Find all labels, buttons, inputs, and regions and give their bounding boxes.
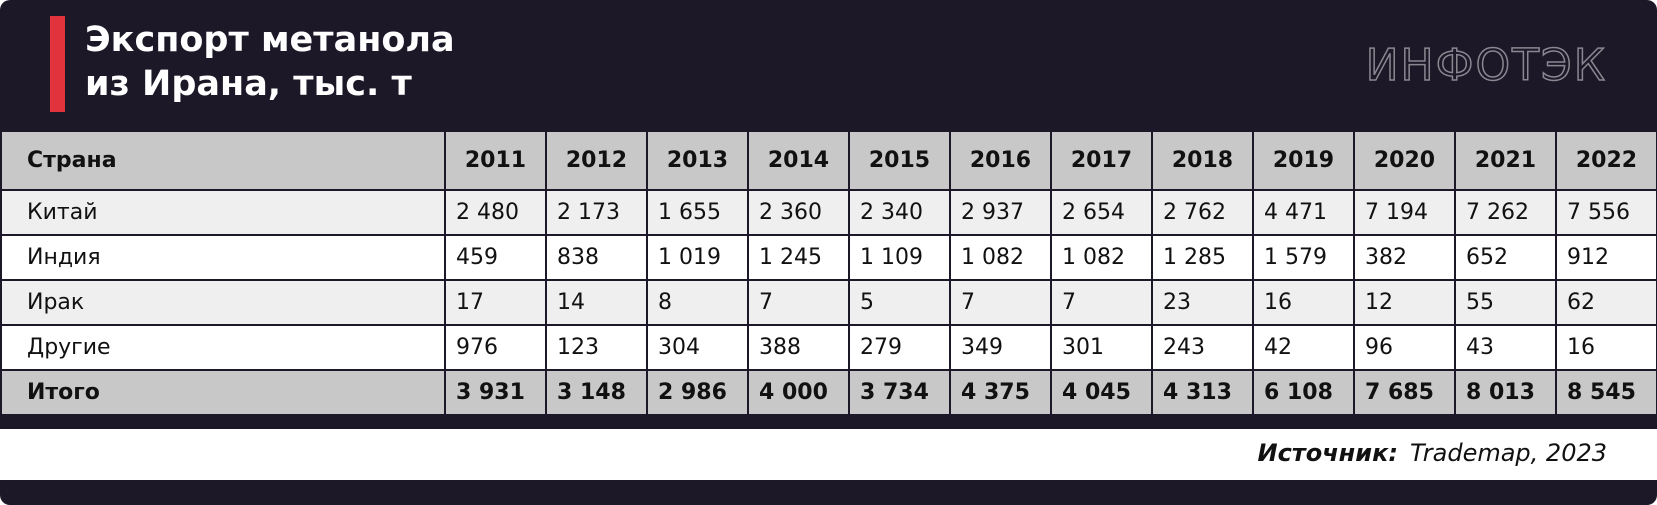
cell: 243 (1151, 324, 1254, 371)
cell: 382 (1353, 234, 1456, 281)
cell: 459 (444, 234, 547, 281)
cell: 23 (1151, 279, 1254, 326)
row-label: Ирак (0, 279, 446, 326)
cell: 652 (1454, 234, 1557, 281)
cell: 1 109 (848, 234, 951, 281)
cell: 301 (1050, 324, 1153, 371)
cell: 4 471 (1252, 189, 1355, 236)
accent-bar (50, 16, 65, 112)
cell: 62 (1555, 279, 1657, 326)
cell: 2 937 (949, 189, 1052, 236)
column-header: 2018 (1151, 130, 1254, 191)
cell: 4 313 (1151, 369, 1254, 416)
cell: 388 (747, 324, 850, 371)
column-header: 2021 (1454, 130, 1557, 191)
cell: 43 (1454, 324, 1557, 371)
cell: 2 360 (747, 189, 850, 236)
cell: 976 (444, 324, 547, 371)
cell: 2 762 (1151, 189, 1254, 236)
cell: 8 545 (1555, 369, 1657, 416)
cell: 16 (1252, 279, 1355, 326)
cell: 1 655 (646, 189, 749, 236)
cell: 8 013 (1454, 369, 1557, 416)
cell: 2 654 (1050, 189, 1153, 236)
cell: 838 (545, 234, 648, 281)
cell: 42 (1252, 324, 1355, 371)
row-label: Итого (0, 369, 446, 416)
cell: 7 (747, 279, 850, 326)
cell: 7 (949, 279, 1052, 326)
title-line: Экспорт метанола (85, 20, 455, 60)
column-header: 2015 (848, 130, 951, 191)
column-header: 2013 (646, 130, 749, 191)
table-row: Другие 976 123 304 388 279 349 301 243 42 96 43 16 (0, 324, 1657, 371)
column-header: 2022 (1555, 130, 1657, 191)
cell: 3 148 (545, 369, 648, 416)
column-header: 2014 (747, 130, 850, 191)
cell: 4 045 (1050, 369, 1153, 416)
cell: 7 556 (1555, 189, 1657, 236)
column-header: 2012 (545, 130, 648, 191)
cell: 1 082 (1050, 234, 1153, 281)
cell: 2 986 (646, 369, 749, 416)
cell: 96 (1353, 324, 1456, 371)
cell: 304 (646, 324, 749, 371)
cell: 1 285 (1151, 234, 1254, 281)
row-label: Китай (0, 189, 446, 236)
cell: 4 000 (747, 369, 850, 416)
source-text: Trademap, 2023 (1409, 439, 1607, 467)
column-header: 2016 (949, 130, 1052, 191)
cell: 3 734 (848, 369, 951, 416)
cell: 14 (545, 279, 648, 326)
cell: 349 (949, 324, 1052, 371)
cell: 279 (848, 324, 951, 371)
column-header: 2020 (1353, 130, 1456, 191)
column-header: Страна (0, 130, 446, 191)
cell: 3 931 (444, 369, 547, 416)
cell: 8 (646, 279, 749, 326)
cell: 6 108 (1252, 369, 1355, 416)
cell: 2 480 (444, 189, 547, 236)
cell: 5 (848, 279, 951, 326)
cell: 7 194 (1353, 189, 1456, 236)
table-row: Ирак 17 14 8 7 5 7 7 23 16 12 55 62 (0, 279, 1657, 326)
source-label: Источник: (1257, 439, 1398, 467)
cell: 12 (1353, 279, 1456, 326)
header-row: Страна 2011 2012 2013 2014 2015 2016 2017 2018 20… (0, 130, 1657, 191)
cell: 7 685 (1353, 369, 1456, 416)
column-header: 2017 (1050, 130, 1153, 191)
cell: 2 173 (545, 189, 648, 236)
cell: 123 (545, 324, 648, 371)
data-table: Страна 2011 2012 2013 2014 2015 2016 2017 2018 20… (0, 130, 1657, 416)
logo: ИНФОТЭК (1365, 39, 1607, 92)
title: Экспорт метанола из Ирана, тыс. т (85, 18, 455, 106)
cell: 7 262 (1454, 189, 1557, 236)
table-row: Индия 459 838 1 019 1 245 1 109 1 082 1 082 1 28… (0, 234, 1657, 281)
cell: 1 019 (646, 234, 749, 281)
column-header: 2019 (1252, 130, 1355, 191)
row-label: Индия (0, 234, 446, 281)
cell: 1 082 (949, 234, 1052, 281)
row-label: Другие (0, 324, 446, 371)
cell: 16 (1555, 324, 1657, 371)
cell: 4 375 (949, 369, 1052, 416)
table-row: Китай 2 480 2 173 1 655 2 360 2 340 2 937 2 654… (0, 189, 1657, 236)
source: Источник: Trademap, 2023 (0, 429, 1657, 480)
cell: 17 (444, 279, 547, 326)
total-row: Итого 3 931 3 148 2 986 4 000 3 734 4 375 4 045… (0, 369, 1657, 416)
cell: 912 (1555, 234, 1657, 281)
title-line: из Ирана, тыс. т (85, 64, 412, 104)
column-header: 2011 (444, 130, 547, 191)
cell: 55 (1454, 279, 1557, 326)
cell: 1 245 (747, 234, 850, 281)
cell: 1 579 (1252, 234, 1355, 281)
cell: 7 (1050, 279, 1153, 326)
cell: 2 340 (848, 189, 951, 236)
